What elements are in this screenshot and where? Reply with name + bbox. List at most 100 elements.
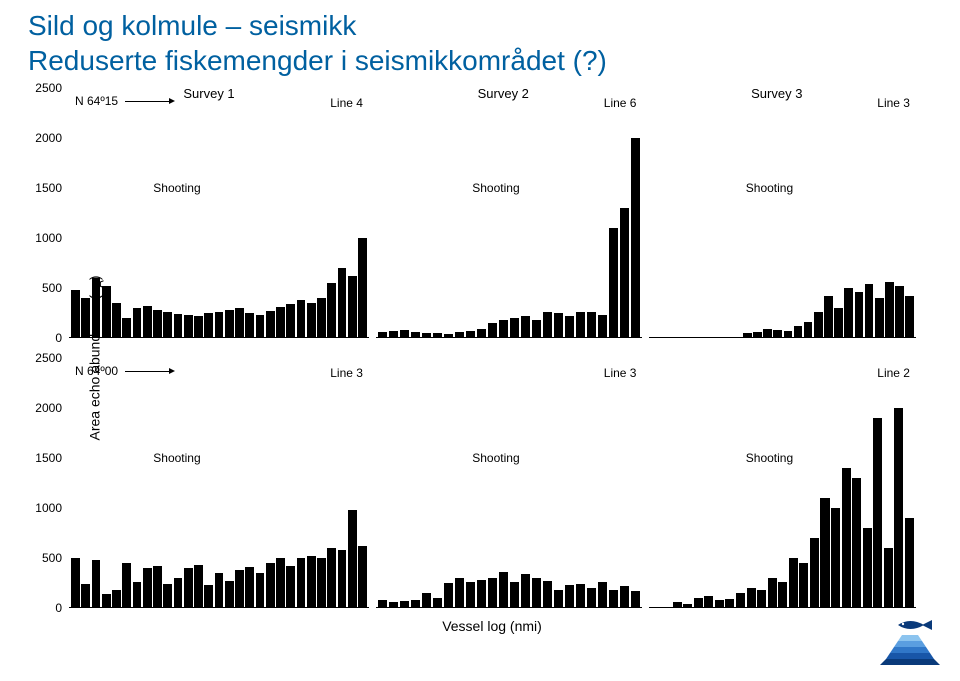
bar: [411, 332, 421, 338]
bar: [389, 331, 399, 338]
bar: [400, 330, 410, 338]
bar: [576, 312, 586, 338]
bar: [215, 573, 224, 608]
bar: [587, 312, 597, 338]
bar: [736, 593, 745, 608]
title-line2: Reduserte fiskemengder i seismikkområdet…: [28, 43, 607, 78]
bar: [358, 238, 367, 338]
bar: [256, 573, 265, 608]
bar: [631, 138, 641, 338]
bar: [143, 568, 152, 608]
bar: [810, 538, 819, 608]
bar: [317, 298, 326, 338]
y-tick-label: 2000: [35, 401, 68, 415]
bar: [235, 570, 244, 608]
bar: [532, 320, 542, 338]
chart-panel: Survey 1Line 4ShootingN 64º15: [68, 88, 369, 338]
bars: [376, 88, 643, 338]
bar: [814, 312, 823, 338]
bar: [102, 286, 111, 338]
bar: [444, 583, 454, 608]
bar: [317, 558, 326, 608]
bar: [163, 312, 172, 338]
bar: [174, 578, 183, 608]
bar: [510, 582, 520, 608]
bar: [184, 568, 193, 608]
bar: [174, 314, 183, 338]
bar: [245, 313, 254, 338]
chart-panel: Line 2Shooting: [648, 358, 916, 608]
bar: [865, 284, 874, 338]
bar: [225, 310, 234, 338]
bar: [297, 558, 306, 608]
bar: [554, 313, 564, 338]
bar: [112, 303, 121, 338]
chart-panel: Line 3 Shooting: [375, 358, 643, 608]
bar: [894, 408, 903, 608]
bar: [477, 329, 487, 338]
bar: [673, 602, 682, 608]
y-tick-label: 1000: [35, 501, 68, 515]
title-block: Sild og kolmule – seismikk Reduserte fis…: [28, 8, 607, 78]
bar: [163, 584, 172, 608]
bar: [455, 578, 465, 608]
bar: [905, 296, 914, 338]
bar: [225, 581, 234, 608]
y-tick-label: 500: [42, 551, 68, 565]
bar: [763, 329, 772, 338]
bar: [844, 288, 853, 338]
bar: [266, 563, 275, 608]
bar: [704, 596, 713, 608]
bar: [276, 307, 285, 338]
bar: [466, 331, 476, 338]
bar: [565, 585, 575, 608]
bar: [266, 311, 275, 338]
chart-panel: Line 3ShootingN 64º00: [68, 358, 369, 608]
bar: [543, 312, 553, 338]
chart-panel: Survey 3Line 3Shooting: [648, 88, 916, 338]
bar: [433, 333, 443, 338]
bar: [576, 584, 586, 608]
shooting-label: Shooting: [746, 181, 793, 195]
transect-label: N 64º00: [75, 364, 118, 378]
bar: [488, 578, 498, 608]
bar: [799, 563, 808, 608]
bar: [327, 548, 336, 608]
bars: [376, 358, 643, 608]
bar: [122, 318, 131, 338]
bar: [852, 478, 861, 608]
y-tick-label: 1000: [35, 231, 68, 245]
bar: [338, 550, 347, 608]
bar: [378, 600, 388, 608]
bar: [143, 306, 152, 338]
bar: [477, 580, 487, 608]
bar: [620, 586, 630, 608]
bar: [863, 528, 872, 608]
bar: [565, 316, 575, 338]
bar: [554, 590, 564, 608]
shooting-label: Shooting: [153, 181, 200, 195]
y-tick-label: 1500: [35, 451, 68, 465]
bar: [466, 582, 476, 608]
bar: [757, 590, 766, 608]
bar: [499, 572, 509, 608]
arrow-head-icon: [169, 98, 175, 104]
bar: [620, 208, 630, 338]
bar: [794, 326, 803, 338]
bar: [81, 584, 90, 608]
line-label: Line 3: [604, 366, 637, 380]
bar: [400, 601, 410, 608]
bar: [834, 308, 843, 338]
bar: [905, 518, 914, 608]
bar: [71, 558, 80, 608]
bar: [297, 300, 306, 338]
shooting-label: Shooting: [472, 451, 519, 465]
bar: [338, 268, 347, 338]
bar: [824, 296, 833, 338]
bars: [649, 358, 916, 608]
bar: [631, 591, 641, 608]
bar: [694, 598, 703, 608]
bar: [521, 316, 531, 338]
bar: [747, 588, 756, 608]
bar: [153, 566, 162, 608]
